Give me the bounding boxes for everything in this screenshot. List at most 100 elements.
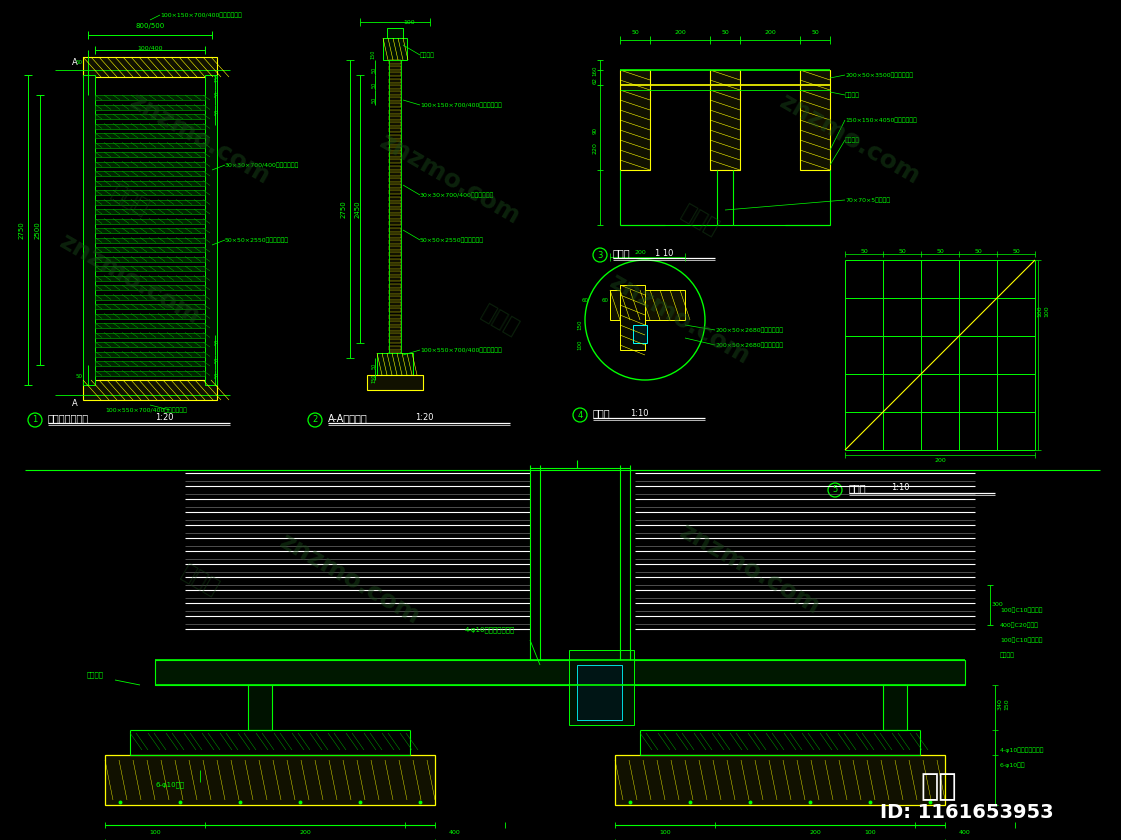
Bar [389,302,401,306]
Text: 150: 150 [214,72,220,82]
Text: 50: 50 [936,249,944,254]
Text: 220: 220 [593,142,597,154]
Bar [389,321,401,325]
Bar [95,152,205,157]
Bar [620,70,650,170]
Bar [389,165,401,170]
Text: 100×150×700/400黑色山樟木条: 100×150×700/400黑色山樟木条 [160,13,242,18]
Bar [389,290,401,294]
Text: 知末网: 知末网 [478,302,522,339]
Text: 1:10: 1:10 [891,484,909,492]
Text: 50: 50 [812,30,818,35]
Bar [389,116,401,120]
Text: 50: 50 [214,372,220,378]
Text: 50: 50 [76,375,83,380]
Text: 90: 90 [593,127,597,134]
Bar [95,238,205,243]
Text: 150: 150 [577,320,583,330]
Text: 4-φ10不锈钢膨胀螺栓: 4-φ10不锈钢膨胀螺栓 [1000,748,1045,753]
Bar [83,57,217,77]
Text: 5: 5 [833,486,837,495]
Text: 100×550×700/400黑色山樟木条: 100×550×700/400黑色山樟木条 [420,347,502,353]
Bar [367,375,423,390]
Bar [389,277,401,281]
Bar [389,97,401,102]
Text: 知末网: 知末网 [177,561,222,599]
Text: 2750: 2750 [19,221,25,239]
Bar [95,361,205,366]
Text: 100×550×700/400黑色山樟木条: 100×550×700/400黑色山樟木条 [105,407,187,412]
Text: 340: 340 [998,698,1002,710]
Bar [389,271,401,275]
Text: 300: 300 [992,602,1003,607]
Text: 100×150×700/400黑色山樟木条: 100×150×700/400黑色山樟木条 [420,102,502,108]
Text: 2750: 2750 [341,200,348,218]
Bar [95,114,205,119]
Text: 2: 2 [313,416,317,424]
Text: 100: 100 [149,830,160,835]
Text: 50: 50 [371,97,377,103]
Text: 150: 150 [1004,698,1010,710]
Text: 100: 100 [1045,306,1049,317]
Bar [95,123,205,129]
Text: 60: 60 [582,297,589,302]
Bar [95,295,205,300]
Bar [95,95,205,100]
Text: 200: 200 [674,30,686,35]
Text: znzmo.com: znzmo.com [126,90,275,190]
Text: 400: 400 [960,830,971,835]
Bar [205,75,217,385]
Bar [389,197,401,201]
Bar [95,266,205,271]
Text: znzmo.com: znzmo.com [276,530,425,630]
Bar [610,290,685,320]
Bar [389,72,401,76]
Bar [95,370,205,375]
Bar [389,122,401,126]
Text: 50: 50 [860,249,868,254]
Bar [95,161,205,166]
Text: 150: 150 [371,50,376,60]
Bar [633,325,647,343]
Bar [83,75,95,385]
Bar [389,327,401,331]
Text: 100: 100 [864,830,876,835]
Text: znzmo.com: znzmo.com [55,230,204,330]
Text: 2500: 2500 [35,221,41,239]
Text: 30×30×700/400黑色山樟木条: 30×30×700/400黑色山樟木条 [225,162,299,168]
Bar [389,240,401,244]
Bar [389,339,401,344]
Bar [95,181,205,186]
Text: 200: 200 [934,458,946,463]
Text: 1:20: 1:20 [155,413,174,423]
Text: 博钉固定: 博钉固定 [420,52,435,58]
Text: znzmo.com: znzmo.com [605,270,754,370]
Text: 50: 50 [371,82,377,88]
Bar [95,276,205,281]
Bar [389,265,401,269]
Bar [95,190,205,195]
Text: 30×30×700/400黑色山樟木条: 30×30×700/400黑色山樟木条 [420,192,494,197]
Bar [389,215,401,219]
Text: 4-φ10不锈钢膨胀螺栓: 4-φ10不锈钢膨胀螺栓 [465,627,516,633]
Text: 160: 160 [593,65,597,76]
Text: 200: 200 [634,250,646,255]
Text: 50: 50 [721,30,729,35]
Text: 50×50×2550黑色山樟水条: 50×50×2550黑色山樟水条 [420,237,484,243]
Text: 200×50×2680黑色山樟木柱: 200×50×2680黑色山樟木柱 [715,328,784,333]
Bar [389,246,401,250]
Bar [389,191,401,194]
Bar [389,234,401,238]
Bar [389,283,401,287]
Text: 400厚C20回填砂: 400厚C20回填砂 [1000,622,1039,627]
Bar [95,313,205,318]
Text: znzmo.com: znzmo.com [376,130,525,230]
Text: 62: 62 [593,77,597,84]
Text: 知末网: 知末网 [677,202,722,239]
Bar [389,202,401,207]
Text: 1:20: 1:20 [415,413,434,423]
Bar [389,91,401,95]
Text: 70×70×5角钢固定: 70×70×5角钢固定 [845,197,890,202]
Text: 200×50×2680黑色山樟木柱: 200×50×2680黑色山樟木柱 [715,342,784,348]
Text: 1 10: 1 10 [655,249,674,258]
